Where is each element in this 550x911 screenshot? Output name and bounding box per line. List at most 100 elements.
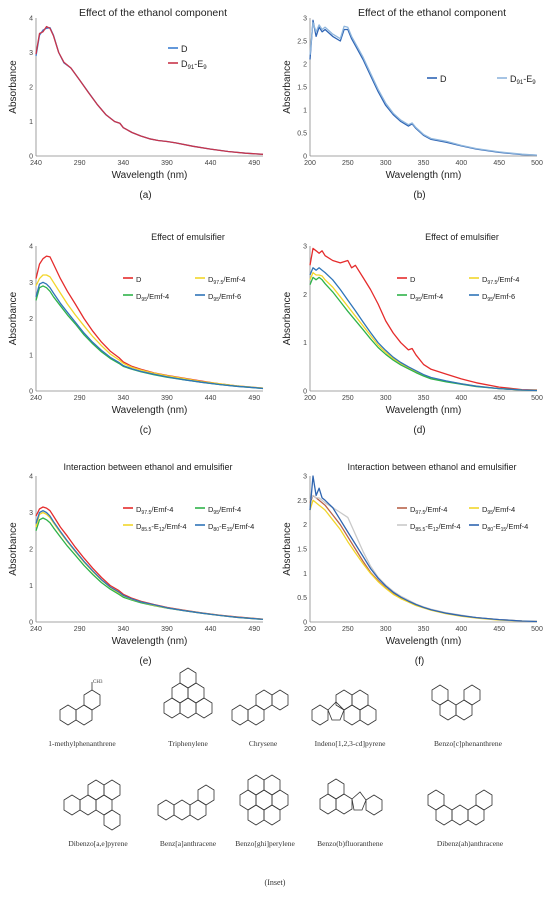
y-axis-label: Absorbance bbox=[282, 522, 293, 576]
structure-label: Benz[a]anthracene bbox=[160, 839, 217, 848]
x-tick-label: 250 bbox=[342, 395, 354, 402]
structure-indeno-pyrene bbox=[311, 689, 377, 726]
legend: D D97.5/Emf-4 D95/Emf-4 D95/Emf-6 bbox=[123, 275, 245, 303]
structure-label: Benzo[ghi]perylene bbox=[235, 839, 295, 848]
x-axis-label: Wavelength (nm) bbox=[112, 405, 188, 416]
x-tick-label: 350 bbox=[418, 395, 430, 402]
y-tick-label: 3 bbox=[29, 280, 33, 287]
y-tick-label: 2 bbox=[303, 292, 307, 299]
y-tick-label: 0 bbox=[303, 389, 307, 396]
y-tick-label: 1 bbox=[29, 119, 33, 126]
legend: D D97.5/Emf-4 D95/Emf-4 D95/Emf-6 bbox=[397, 275, 519, 303]
structure-1-methylphenanthrene bbox=[59, 682, 101, 726]
structure-label: Triphenylene bbox=[168, 739, 208, 748]
x-tick-label: 400 bbox=[455, 626, 467, 633]
chart-panel-e: Interaction between ethanol and emulsifi… bbox=[8, 462, 264, 667]
chart-title: Interaction between ethanol and emulsifi… bbox=[347, 462, 516, 472]
structure-label: 1-methylphenanthrene bbox=[48, 739, 116, 748]
x-tick-label: 300 bbox=[380, 626, 392, 633]
panel-label: (a) bbox=[139, 190, 151, 201]
x-tick-label: 400 bbox=[455, 395, 467, 402]
structure-label: Dibenz(ah)anthracene bbox=[437, 839, 504, 848]
legend: D D91-E9 bbox=[427, 74, 536, 86]
series-line bbox=[309, 267, 538, 392]
y-tick-label: 1 bbox=[29, 583, 33, 590]
x-tick-label: 240 bbox=[30, 160, 42, 167]
y-tick-label: 0 bbox=[303, 154, 307, 161]
legend-label: D bbox=[136, 275, 142, 284]
structure-dibenzo-ae-pyrene bbox=[63, 779, 121, 831]
x-tick-label: 240 bbox=[30, 626, 42, 633]
y-tick-label: 3 bbox=[29, 510, 33, 517]
structure-benzo-b-fluoranthene bbox=[319, 778, 383, 816]
x-axis-label: Wavelength (nm) bbox=[112, 636, 188, 647]
x-tick-label: 440 bbox=[205, 626, 217, 633]
structure-label: Dibenzo[a,e]pyrene bbox=[68, 839, 128, 848]
structure-label: Chrysene bbox=[249, 739, 278, 748]
structure-label: Benzo[c]phenanthrene bbox=[434, 739, 503, 748]
x-tick-label: 350 bbox=[418, 626, 430, 633]
structure-benzo-c-phenanthrene bbox=[431, 684, 481, 721]
legend-label: D80-E15/Emf-4 bbox=[482, 522, 528, 533]
legend-label: D95/Emf-6 bbox=[208, 292, 241, 303]
legend-label: D85.5-E12/Emf-4 bbox=[136, 522, 187, 533]
legend-label: D95/Emf-4 bbox=[410, 292, 443, 303]
y-axis-label: Absorbance bbox=[8, 291, 19, 345]
y-tick-label: 1 bbox=[303, 340, 307, 347]
y-tick-label: 2.5 bbox=[297, 498, 307, 505]
x-tick-label: 500 bbox=[531, 626, 543, 633]
series-line bbox=[309, 499, 538, 623]
x-tick-label: 250 bbox=[342, 626, 354, 633]
legend-label: D bbox=[181, 44, 188, 54]
x-tick-label: 490 bbox=[248, 626, 260, 633]
x-tick-label: 440 bbox=[205, 160, 217, 167]
chart-title: Effect of emulsifier bbox=[151, 232, 225, 242]
y-tick-label: 2 bbox=[303, 522, 307, 529]
y-tick-label: 3 bbox=[29, 50, 33, 57]
panel-label: (b) bbox=[413, 190, 425, 201]
structure-triphenylene bbox=[163, 667, 213, 719]
x-tick-label: 290 bbox=[74, 160, 86, 167]
y-tick-label: 3 bbox=[303, 474, 307, 481]
x-tick-label: 500 bbox=[531, 395, 543, 402]
chart-title: Effect of the ethanol component bbox=[358, 7, 506, 19]
x-axis-label: Wavelength (nm) bbox=[386, 636, 462, 647]
legend-label: D85.5-E12/Emf-4 bbox=[410, 522, 461, 533]
legend-label: D95/Emf-6 bbox=[482, 292, 515, 303]
inset-caption: (Inset) bbox=[265, 878, 286, 887]
series-line bbox=[35, 274, 264, 389]
y-tick-label: 1.5 bbox=[297, 547, 307, 554]
x-tick-label: 290 bbox=[74, 626, 86, 633]
x-tick-label: 340 bbox=[117, 160, 129, 167]
x-axis-label: Wavelength (nm) bbox=[386, 405, 462, 416]
panel-label: (c) bbox=[140, 425, 152, 436]
chart-title: Effect of emulsifier bbox=[425, 232, 499, 242]
chart-title: Effect of the ethanol component bbox=[79, 7, 227, 19]
x-tick-label: 350 bbox=[418, 160, 430, 167]
y-tick-label: 0 bbox=[29, 620, 33, 627]
y-tick-label: 4 bbox=[29, 16, 33, 23]
legend: D D91-E9 bbox=[168, 44, 207, 71]
y-axis-label: Absorbance bbox=[282, 291, 293, 345]
x-tick-label: 300 bbox=[380, 395, 392, 402]
series-line bbox=[35, 506, 264, 620]
x-tick-label: 340 bbox=[117, 626, 129, 633]
legend-label: D95/Emf-4 bbox=[136, 292, 169, 303]
x-tick-label: 400 bbox=[455, 160, 467, 167]
y-tick-label: 4 bbox=[29, 244, 33, 251]
x-tick-label: 490 bbox=[248, 160, 260, 167]
structure-label: Benzo(b)fluoranthene bbox=[317, 839, 383, 848]
y-tick-label: 1 bbox=[303, 571, 307, 578]
legend-label: D91-E9 bbox=[510, 74, 536, 86]
y-tick-label: 4 bbox=[29, 474, 33, 481]
x-tick-label: 390 bbox=[161, 395, 173, 402]
legend: D97.5/Emf-4 D95/Emf-4 D85.5-E12/Emf-4 D80-E… bbox=[123, 505, 254, 533]
x-tick-label: 300 bbox=[380, 160, 392, 167]
structure-chrysene bbox=[231, 689, 289, 726]
legend-label: D bbox=[440, 74, 447, 84]
x-axis-label: Wavelength (nm) bbox=[112, 170, 188, 181]
y-tick-label: 0 bbox=[29, 389, 33, 396]
